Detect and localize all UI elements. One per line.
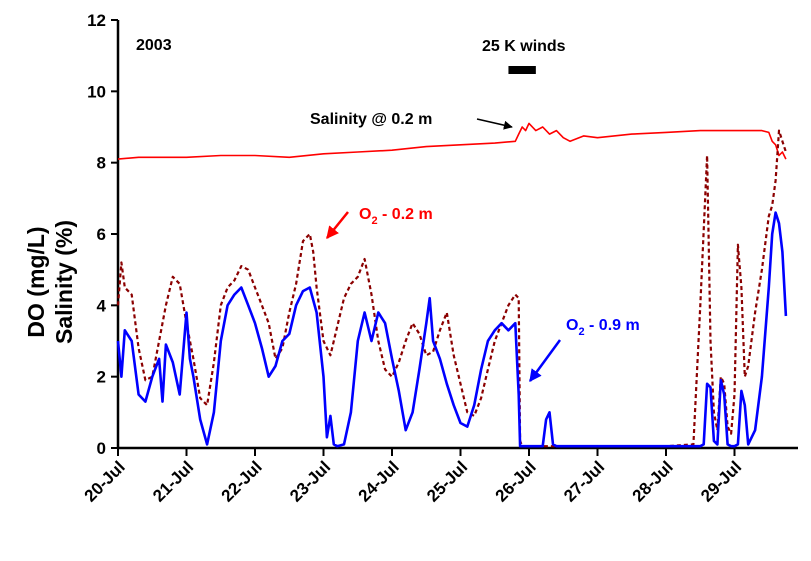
- y-tick-label: 8: [97, 154, 106, 173]
- x-tick-label: 26-Jul: [492, 457, 540, 505]
- salinity-series-line: [117, 122, 787, 160]
- series-layer: [116, 122, 788, 448]
- x-tick-label: 28-Jul: [629, 457, 677, 505]
- y-tick-label: 12: [87, 11, 106, 30]
- x-tick-label: 24-Jul: [355, 457, 403, 505]
- salinity-annotation-label: Salinity @ 0.2 m: [310, 111, 432, 128]
- x-tick-label: 22-Jul: [218, 457, 266, 505]
- y-tick-label: 6: [97, 225, 106, 244]
- wind-period-bar: [508, 66, 536, 74]
- o2-bottom-annotation-arrow: [528, 339, 562, 383]
- o2-top-annotation-label: O2 - 0.2 m: [359, 206, 433, 227]
- y-tick-label: 10: [87, 82, 106, 101]
- y-tick-label: 2: [97, 368, 106, 387]
- year-label: 2003: [136, 37, 172, 54]
- o2-0-9m-series-line: [116, 211, 788, 448]
- y-axis-label-line-2: Salinity (%): [51, 220, 77, 344]
- x-tick-label: 21-Jul: [149, 457, 197, 505]
- wind-label: 25 K winds: [482, 38, 566, 55]
- x-tick-label: 29-Jul: [697, 457, 745, 505]
- x-tick-label: 23-Jul: [286, 457, 334, 505]
- x-tick-label: 27-Jul: [560, 457, 608, 505]
- o2-bottom-annotation-label: O2 - 0.9 m: [566, 317, 640, 338]
- o2-top-annotation-arrow: [326, 211, 349, 239]
- x-tick-label: 20-Jul: [81, 457, 129, 505]
- salinity-annotation-arrow: [476, 118, 513, 130]
- y-axis: 0 2 4 6 8 10 12: [87, 11, 118, 458]
- y-axis-label-line-1: DO (mg/L): [23, 226, 49, 337]
- y-tick-label: 4: [97, 296, 107, 315]
- x-tick-label: 25-Jul: [423, 457, 471, 505]
- y-tick-label: 0: [97, 439, 106, 458]
- x-axis: 20-Jul 21-Jul 22-Jul 23-Jul 24-Jul 25-Jul 26-J…: [81, 448, 745, 506]
